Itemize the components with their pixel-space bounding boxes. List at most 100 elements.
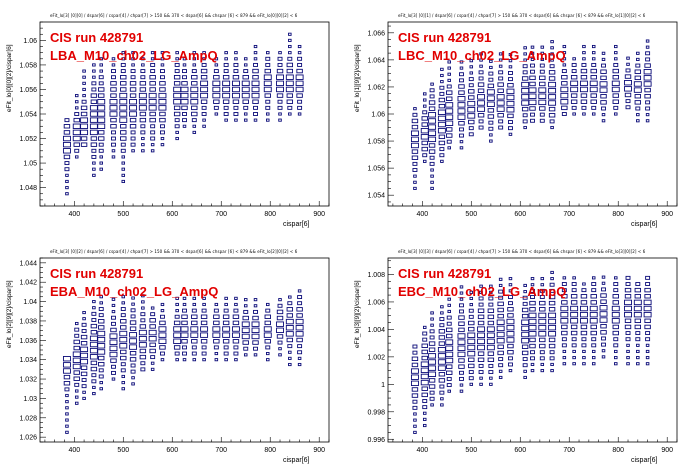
data-point xyxy=(173,345,181,350)
data-point xyxy=(599,317,608,323)
data-point xyxy=(488,370,494,375)
data-point xyxy=(478,296,484,301)
data-point xyxy=(224,57,228,61)
data-point xyxy=(253,105,258,110)
data-point xyxy=(140,130,146,135)
y-tick-label: 1.032 xyxy=(19,377,37,384)
data-point xyxy=(582,282,586,286)
data-point xyxy=(80,129,89,136)
data-point xyxy=(458,327,465,333)
data-point xyxy=(141,63,145,67)
data-point xyxy=(295,74,304,80)
data-point xyxy=(488,363,494,368)
data-point xyxy=(276,68,284,74)
data-point xyxy=(625,99,631,104)
data-point xyxy=(148,105,157,111)
data-point xyxy=(445,351,454,358)
data-point xyxy=(174,69,180,74)
data-point xyxy=(645,100,651,105)
data-point xyxy=(129,117,137,123)
data-point xyxy=(478,363,484,368)
data-point xyxy=(570,93,578,98)
data-point xyxy=(508,65,513,69)
data-point xyxy=(530,295,535,299)
data-point xyxy=(297,99,303,104)
data-point xyxy=(410,130,419,136)
data-point xyxy=(410,374,419,380)
data-point xyxy=(80,111,88,117)
data-point xyxy=(286,93,294,98)
data-point xyxy=(158,105,167,111)
data-point xyxy=(191,320,198,326)
data-point xyxy=(140,75,146,80)
data-point xyxy=(529,81,536,87)
data-point xyxy=(214,112,219,116)
data-point xyxy=(422,159,427,163)
data-point xyxy=(571,343,577,348)
module-label: EBA_M10_ch02_LG_AmpQ xyxy=(50,284,219,299)
data-point xyxy=(498,119,504,124)
data-point xyxy=(446,376,452,381)
data-point xyxy=(139,87,147,92)
data-point xyxy=(528,312,537,319)
data-point xyxy=(613,105,619,110)
data-point xyxy=(572,349,576,354)
data-point xyxy=(92,75,96,79)
data-point xyxy=(477,357,485,362)
data-point xyxy=(278,51,282,55)
data-point xyxy=(430,323,434,327)
data-point xyxy=(548,94,557,100)
data-point xyxy=(74,382,80,387)
data-point xyxy=(65,186,69,190)
x-tick-label: 900 xyxy=(313,447,325,454)
data-point xyxy=(561,74,568,80)
data-point xyxy=(644,318,651,323)
data-point xyxy=(138,329,147,336)
data-point xyxy=(561,330,568,336)
data-point xyxy=(429,335,435,340)
data-point xyxy=(612,74,619,80)
data-point xyxy=(160,130,165,135)
data-point xyxy=(548,100,557,106)
data-point xyxy=(591,57,596,61)
data-point xyxy=(538,331,547,337)
data-point xyxy=(589,86,598,93)
plot-panel-eba: eFit_lo[3] [0][2] / dspar[6] / cspar[4] … xyxy=(0,236,348,472)
data-point xyxy=(488,302,494,307)
data-point xyxy=(264,314,271,319)
data-point xyxy=(486,344,495,351)
data-point xyxy=(446,327,453,333)
data-point xyxy=(459,66,464,70)
data-point xyxy=(231,332,240,338)
module-label: LBA_M10_ch02_LG_AmpQ xyxy=(50,48,218,63)
data-point xyxy=(264,93,271,98)
data-point xyxy=(539,81,546,87)
data-point xyxy=(286,99,294,104)
data-point xyxy=(601,63,606,68)
data-point xyxy=(232,314,240,319)
data-point xyxy=(468,320,475,326)
x-tick-label: 700 xyxy=(563,211,575,218)
data-point xyxy=(233,62,239,67)
data-point xyxy=(295,86,304,93)
data-point xyxy=(624,324,632,330)
data-point xyxy=(234,57,238,61)
data-point xyxy=(80,117,89,123)
data-point xyxy=(486,89,495,95)
data-point xyxy=(111,364,116,369)
data-point xyxy=(508,295,513,299)
data-point xyxy=(459,376,464,381)
data-point xyxy=(539,288,545,293)
data-point xyxy=(590,93,597,98)
data-point xyxy=(82,94,86,98)
data-point xyxy=(251,327,260,334)
data-point xyxy=(643,75,652,81)
data-point xyxy=(295,325,304,331)
data-point xyxy=(457,102,466,108)
data-point xyxy=(175,358,179,362)
data-point xyxy=(90,366,98,372)
data-point xyxy=(445,345,454,351)
data-point xyxy=(624,311,632,318)
data-point xyxy=(459,133,464,138)
data-point xyxy=(539,356,545,361)
